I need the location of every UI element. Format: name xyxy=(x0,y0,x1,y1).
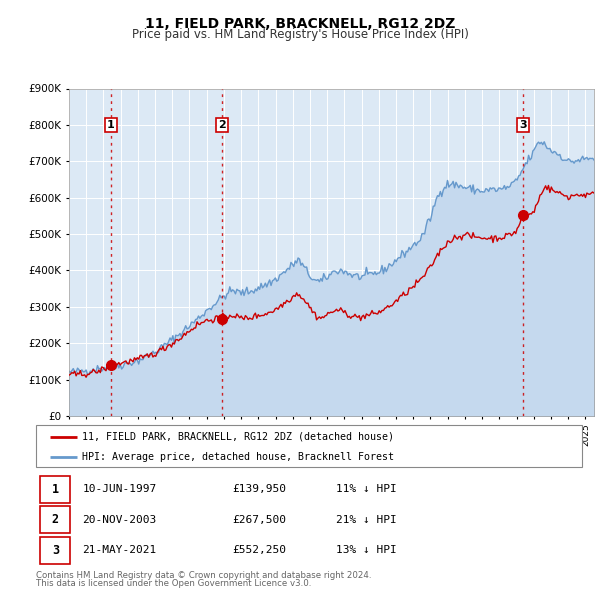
Text: 20-NOV-2003: 20-NOV-2003 xyxy=(82,515,157,525)
Text: HPI: Average price, detached house, Bracknell Forest: HPI: Average price, detached house, Brac… xyxy=(82,452,394,461)
Text: 1: 1 xyxy=(107,120,115,130)
Bar xyxy=(40,506,70,533)
Bar xyxy=(40,476,70,503)
Text: £267,500: £267,500 xyxy=(233,515,287,525)
Text: 2: 2 xyxy=(218,120,226,130)
Text: £139,950: £139,950 xyxy=(233,484,287,494)
Text: 10-JUN-1997: 10-JUN-1997 xyxy=(82,484,157,494)
Text: 11, FIELD PARK, BRACKNELL, RG12 2DZ: 11, FIELD PARK, BRACKNELL, RG12 2DZ xyxy=(145,17,455,31)
Text: £552,250: £552,250 xyxy=(233,545,287,555)
Text: 21-MAY-2021: 21-MAY-2021 xyxy=(82,545,157,555)
Text: Contains HM Land Registry data © Crown copyright and database right 2024.: Contains HM Land Registry data © Crown c… xyxy=(36,571,371,580)
Text: 21% ↓ HPI: 21% ↓ HPI xyxy=(337,515,397,525)
Text: 11, FIELD PARK, BRACKNELL, RG12 2DZ (detached house): 11, FIELD PARK, BRACKNELL, RG12 2DZ (det… xyxy=(82,432,394,442)
Text: Price paid vs. HM Land Registry's House Price Index (HPI): Price paid vs. HM Land Registry's House … xyxy=(131,28,469,41)
Text: 3: 3 xyxy=(52,544,59,557)
Text: This data is licensed under the Open Government Licence v3.0.: This data is licensed under the Open Gov… xyxy=(36,579,311,588)
Text: 2: 2 xyxy=(52,513,59,526)
Bar xyxy=(40,537,70,564)
Text: 3: 3 xyxy=(519,120,527,130)
Text: 1: 1 xyxy=(52,483,59,496)
Text: 11% ↓ HPI: 11% ↓ HPI xyxy=(337,484,397,494)
Text: 13% ↓ HPI: 13% ↓ HPI xyxy=(337,545,397,555)
